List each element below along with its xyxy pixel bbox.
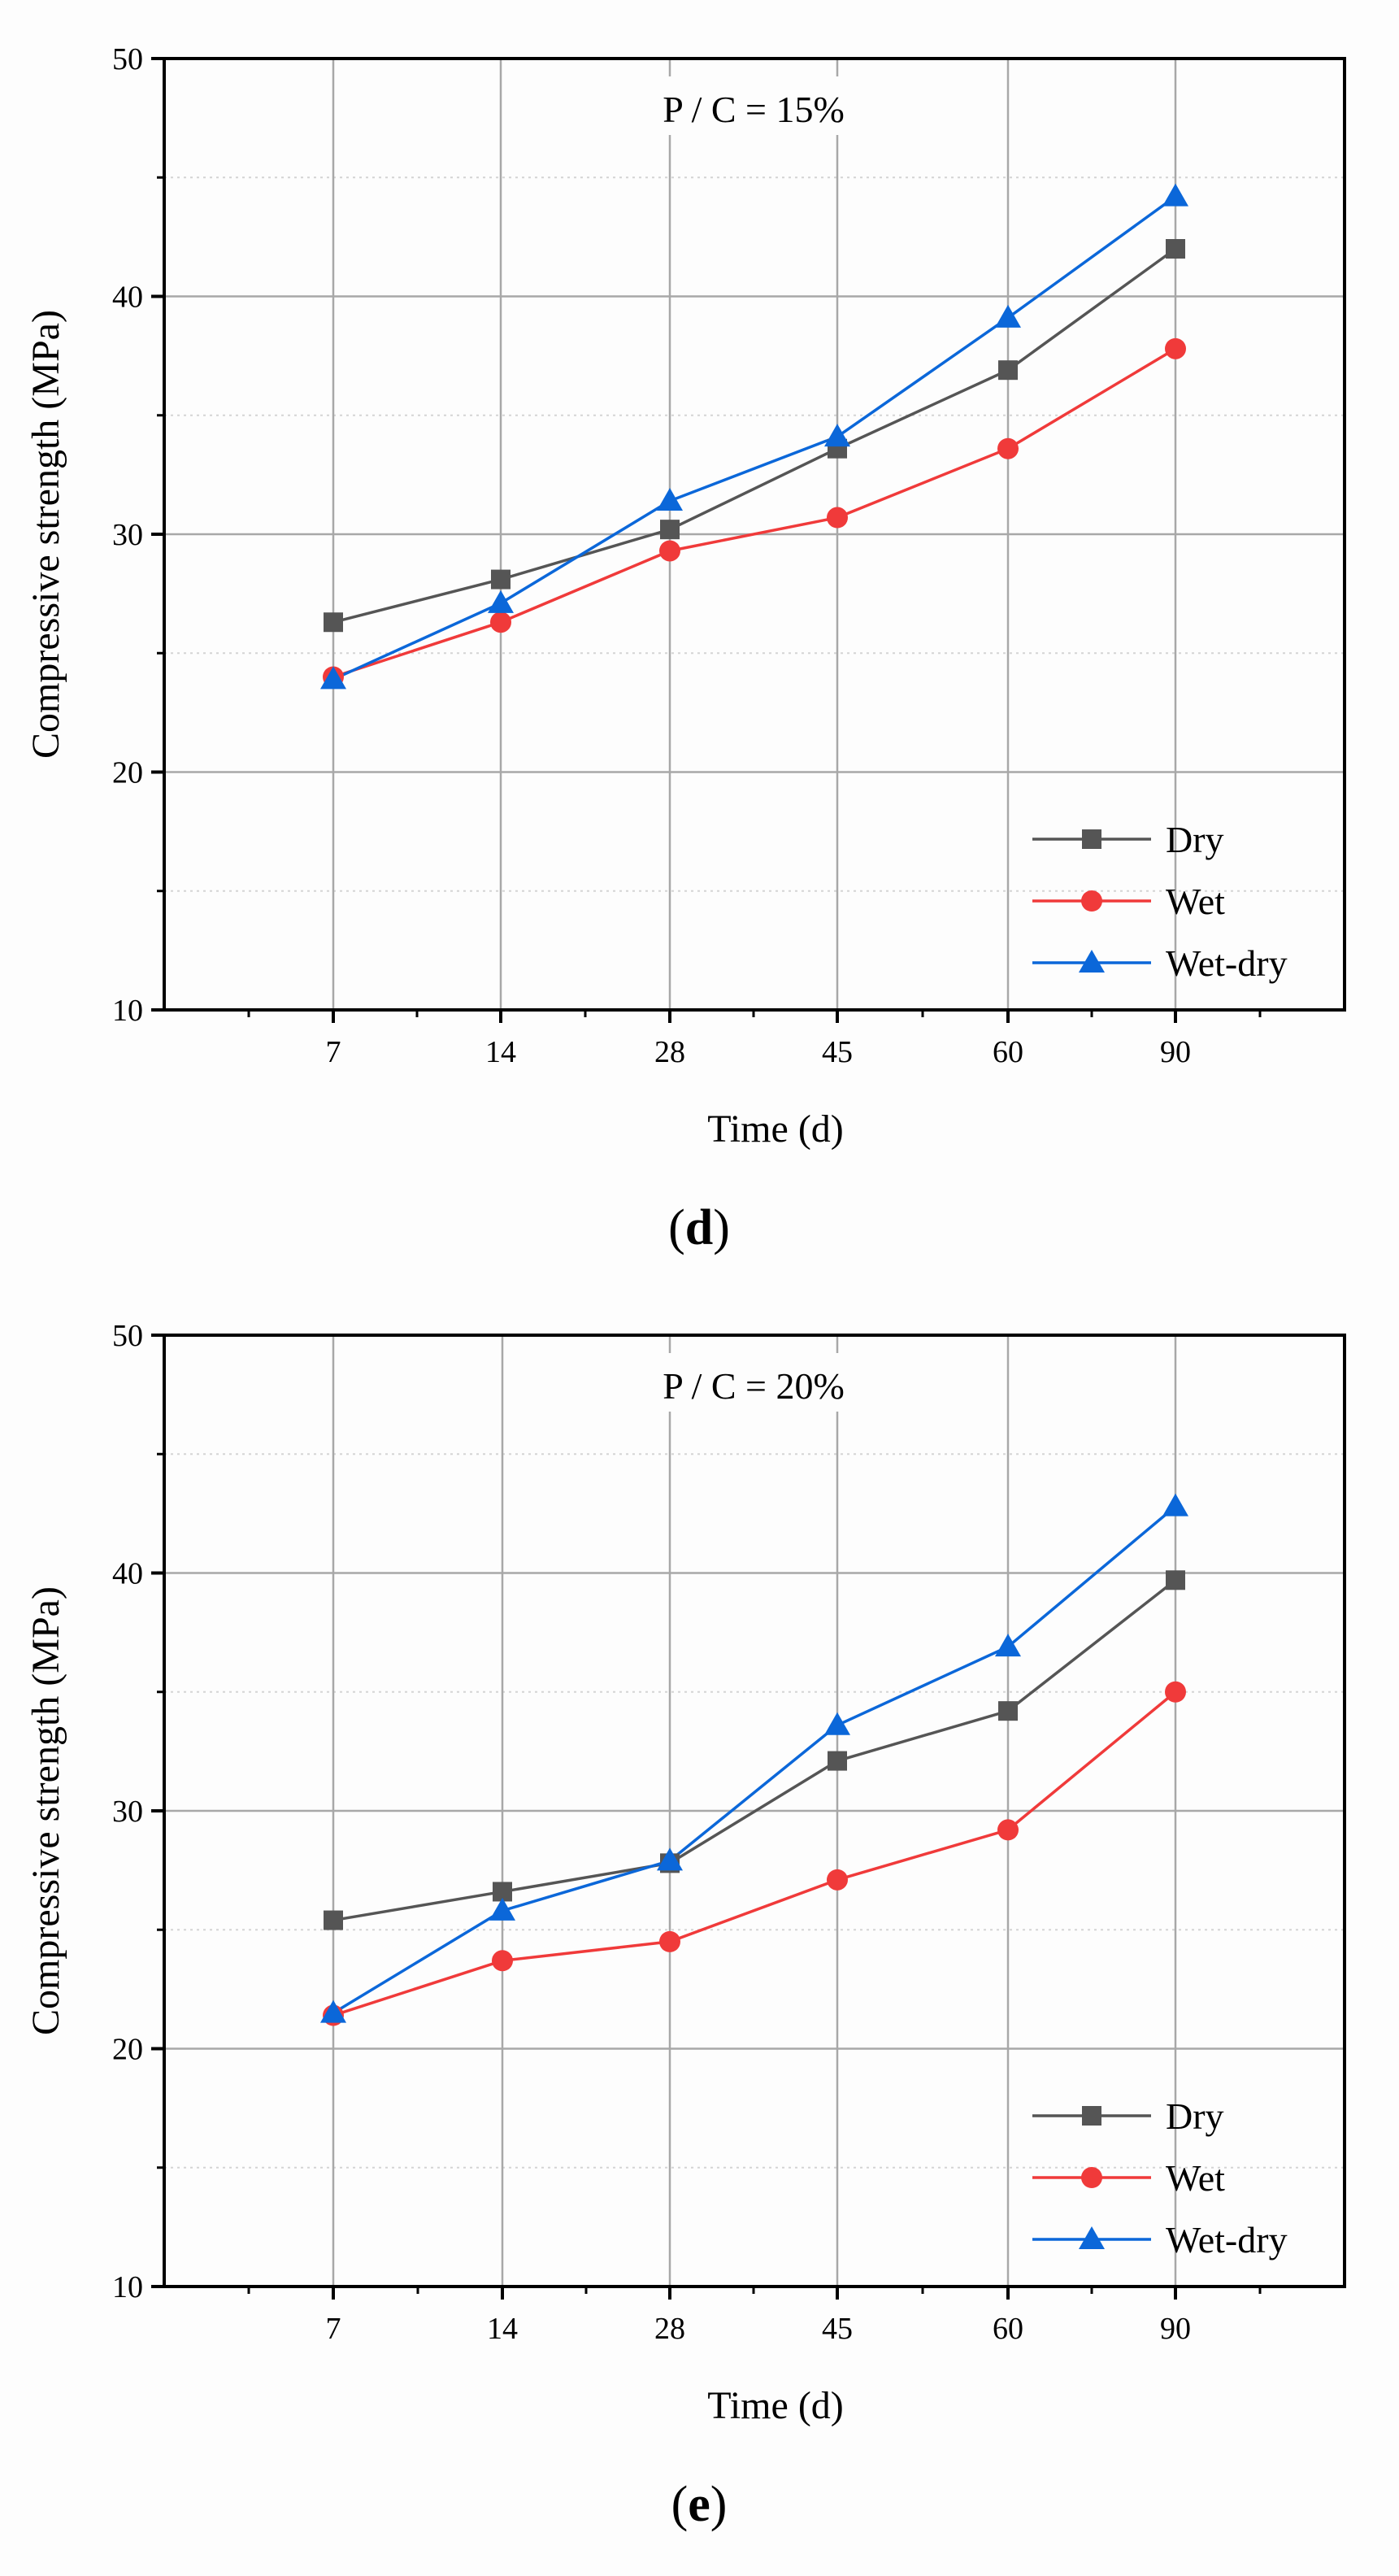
caption-paren-open: ( bbox=[671, 2477, 689, 2532]
data-point-wet bbox=[827, 507, 848, 529]
y-tick-label: 30 bbox=[112, 1795, 143, 1829]
data-point-wet-dry bbox=[1162, 1493, 1188, 1516]
data-point-wet bbox=[997, 437, 1019, 459]
data-point-wet-dry bbox=[824, 424, 850, 447]
x-tick-label: 14 bbox=[487, 2312, 518, 2346]
x-axis-title: Time (d) bbox=[707, 1107, 844, 1151]
data-point-wet bbox=[827, 1869, 848, 1891]
data-point-dry bbox=[491, 569, 511, 590]
data-point-dry bbox=[828, 1751, 847, 1771]
series-line-wet-dry bbox=[332, 1505, 1177, 2015]
y-tick-label: 10 bbox=[112, 994, 143, 1028]
data-point-wet bbox=[492, 1950, 513, 1972]
chart-panel-d: P / C = 15% 10 20 30 40 50 7 14 28 45 60 90 Time (d)… bbox=[24, 42, 1346, 1151]
data-point-wet-dry bbox=[995, 304, 1021, 328]
x-tick-label: 45 bbox=[822, 1035, 853, 1069]
y-tick-label: 20 bbox=[112, 756, 143, 790]
legend-label-wet: Wet bbox=[1166, 881, 1225, 922]
legend-marker-wet bbox=[1081, 2167, 1102, 2188]
chart-panel-e: P / C = 20% 10 20 30 40 50 7 14 28 45 60 90 Time (d)… bbox=[24, 1319, 1346, 2427]
y-axis-title: Compressive strength (MPa) bbox=[24, 310, 67, 759]
legend-marker-wet-dry bbox=[1079, 2226, 1105, 2249]
panel-annotation: P / C = 15% bbox=[663, 89, 845, 130]
y-tick-label: 40 bbox=[112, 1557, 143, 1591]
data-point-wet-dry bbox=[320, 1999, 346, 2023]
data-point-wet bbox=[1165, 337, 1186, 359]
x-tick-label: 60 bbox=[993, 2312, 1023, 2346]
y-axis-title: Compressive strength (MPa) bbox=[24, 1586, 67, 2035]
legend-label-wet: Wet bbox=[1166, 2157, 1225, 2199]
x-tick-label: 90 bbox=[1160, 1035, 1191, 1069]
legend: Dry Wet Wet-dry bbox=[1032, 2095, 1288, 2261]
x-tick-label: 7 bbox=[326, 2312, 341, 2346]
legend-label-dry: Dry bbox=[1166, 2095, 1224, 2137]
legend-label-wet-dry: Wet-dry bbox=[1166, 942, 1288, 984]
x-tick-label: 28 bbox=[654, 1035, 685, 1069]
series-line-wet bbox=[332, 1690, 1177, 2017]
y-tick-label: 30 bbox=[112, 518, 143, 552]
data-point-dry bbox=[1166, 239, 1185, 259]
series-line-wet-dry bbox=[332, 195, 1177, 681]
x-tick-label: 45 bbox=[822, 2312, 853, 2346]
data-point-dry bbox=[998, 1701, 1018, 1721]
y-tick-label: 40 bbox=[112, 281, 143, 315]
caption-paren-open: ( bbox=[668, 1200, 685, 1255]
data-point-wet bbox=[659, 540, 680, 562]
annotation-backing bbox=[623, 76, 884, 135]
data-point-wet bbox=[659, 1930, 680, 1952]
data-point-wet bbox=[997, 1819, 1019, 1841]
y-tick-label: 50 bbox=[112, 1319, 143, 1353]
data-point-wet-dry bbox=[824, 1712, 850, 1735]
data-point-wet bbox=[1165, 1681, 1186, 1703]
data-point-wet-dry bbox=[488, 590, 514, 613]
caption-paren-close: ) bbox=[713, 1200, 730, 1255]
y-tick-label: 20 bbox=[112, 2033, 143, 2067]
data-point-wet-dry bbox=[657, 488, 683, 511]
y-tick-label: 10 bbox=[112, 2270, 143, 2304]
legend-marker-wet bbox=[1081, 890, 1102, 912]
caption-letter: e bbox=[688, 2477, 710, 2532]
caption-e: (e) bbox=[671, 2477, 728, 2532]
data-point-dry bbox=[324, 1910, 343, 1930]
x-tick-label: 90 bbox=[1160, 2312, 1191, 2346]
x-tick-label: 60 bbox=[993, 1035, 1023, 1069]
legend-label-dry: Dry bbox=[1166, 819, 1224, 860]
x-tick-label: 28 bbox=[654, 2312, 685, 2346]
data-point-dry bbox=[324, 612, 343, 633]
x-axis-title: Time (d) bbox=[707, 2384, 844, 2427]
annotation-backing bbox=[623, 1353, 884, 1412]
legend-marker-dry bbox=[1082, 2106, 1101, 2126]
legend-label-wet-dry: Wet-dry bbox=[1166, 2219, 1288, 2261]
panel-annotation: P / C = 20% bbox=[663, 1365, 845, 1407]
data-point-wet-dry bbox=[320, 666, 346, 690]
data-point-dry bbox=[1166, 1570, 1185, 1590]
x-tick-label: 7 bbox=[326, 1035, 341, 1069]
legend-marker-wet-dry bbox=[1079, 950, 1105, 973]
data-point-wet-dry bbox=[1162, 183, 1188, 207]
caption-paren-close: ) bbox=[710, 2477, 728, 2532]
legend: Dry Wet Wet-dry bbox=[1032, 819, 1288, 984]
data-point-dry bbox=[660, 520, 680, 540]
data-point-wet-dry bbox=[995, 1634, 1021, 1657]
legend-marker-dry bbox=[1082, 829, 1101, 849]
data-point-wet bbox=[490, 611, 511, 633]
x-tick-label: 14 bbox=[485, 1035, 516, 1069]
caption-letter: d bbox=[685, 1200, 713, 1255]
caption-d: (d) bbox=[668, 1200, 730, 1255]
data-point-wet-dry bbox=[657, 1847, 683, 1871]
series-line-dry bbox=[332, 1578, 1177, 1922]
series-line-dry bbox=[332, 247, 1177, 624]
data-point-wet-dry bbox=[489, 1897, 515, 1921]
data-point-dry bbox=[998, 360, 1018, 381]
y-tick-label: 50 bbox=[112, 42, 143, 76]
series-line-wet bbox=[332, 347, 1176, 679]
